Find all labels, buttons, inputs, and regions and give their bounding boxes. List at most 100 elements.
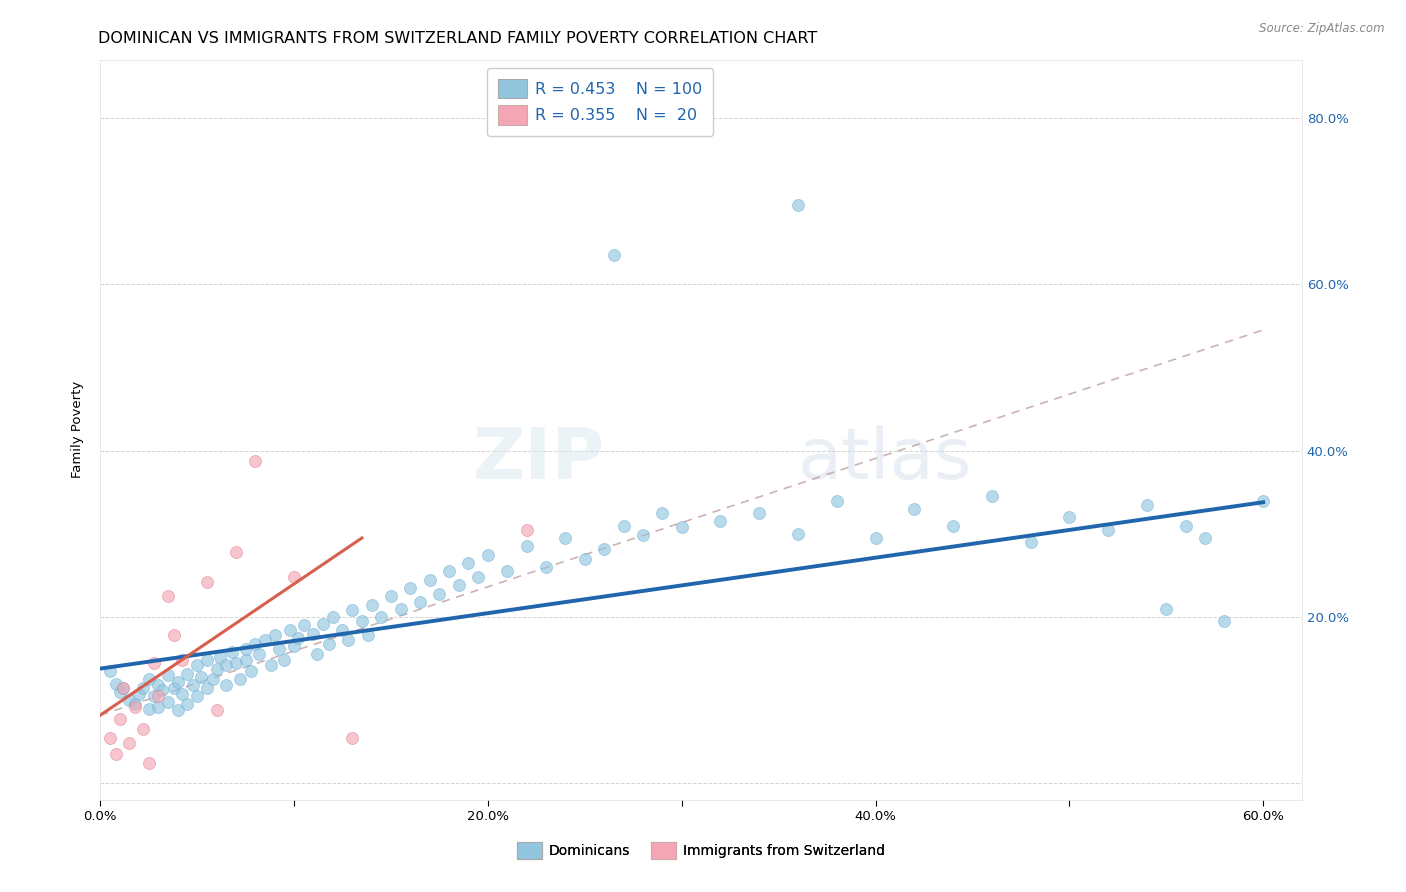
Point: [318, 637, 340, 651]
Point: [283, 570, 305, 584]
Point: [190, 670, 212, 684]
Point: [128, 687, 150, 701]
Point: [287, 631, 309, 645]
Point: [748, 506, 770, 520]
Point: [1019, 535, 1042, 549]
Point: [603, 248, 626, 262]
Point: [357, 628, 380, 642]
Point: [267, 641, 290, 656]
Point: [195, 681, 218, 695]
Point: [195, 653, 218, 667]
Point: [132, 681, 155, 695]
Point: [143, 689, 166, 703]
Point: [671, 520, 693, 534]
Point: [176, 666, 198, 681]
Point: [593, 541, 616, 556]
Point: [389, 601, 412, 615]
Point: [516, 539, 538, 553]
Point: [186, 689, 208, 703]
Point: [260, 658, 283, 673]
Point: [157, 668, 180, 682]
Point: [631, 528, 654, 542]
Point: [787, 526, 810, 541]
Point: [98, 731, 121, 745]
Point: [104, 676, 127, 690]
Point: [1156, 601, 1178, 615]
Point: [240, 664, 263, 678]
Point: [709, 514, 731, 528]
Point: [163, 681, 186, 695]
Point: [278, 623, 301, 637]
Point: [157, 589, 180, 603]
Point: [1213, 614, 1236, 628]
Point: [340, 731, 363, 745]
Point: [195, 575, 218, 590]
Point: [283, 639, 305, 653]
Point: [457, 556, 479, 570]
Point: [312, 616, 335, 631]
Point: [409, 595, 432, 609]
Point: [148, 699, 170, 714]
Point: [419, 573, 441, 587]
Point: [124, 699, 146, 714]
Point: [1097, 523, 1119, 537]
Point: [865, 531, 887, 545]
Point: [467, 570, 489, 584]
Point: [332, 623, 354, 637]
Point: [263, 628, 285, 642]
Point: [903, 501, 925, 516]
Point: [292, 618, 315, 632]
Point: [118, 693, 141, 707]
Point: [157, 695, 180, 709]
Point: [942, 518, 965, 533]
Point: [118, 737, 141, 751]
Point: [437, 564, 460, 578]
Point: [201, 673, 224, 687]
Point: [574, 551, 596, 566]
Point: [307, 648, 329, 662]
Point: [163, 628, 186, 642]
Point: [108, 685, 131, 699]
Point: [112, 681, 135, 695]
Point: [138, 756, 160, 770]
Point: [273, 653, 295, 667]
Point: [980, 489, 1002, 503]
Point: [132, 723, 155, 737]
Point: [245, 637, 267, 651]
Point: [554, 531, 576, 545]
Point: [170, 687, 193, 701]
Point: [447, 578, 470, 592]
Point: [209, 650, 232, 665]
Text: Source: ZipAtlas.com: Source: ZipAtlas.com: [1260, 22, 1385, 36]
Point: [1174, 518, 1197, 533]
Point: [247, 648, 270, 662]
Point: [496, 564, 519, 578]
Point: [225, 545, 247, 559]
Point: [612, 518, 634, 533]
Point: [1194, 531, 1216, 545]
Point: [337, 633, 360, 648]
Point: [1059, 510, 1081, 524]
Point: [380, 589, 402, 603]
Point: [825, 493, 848, 508]
Point: [1251, 493, 1274, 508]
Point: [399, 581, 422, 595]
Legend: Dominicans, Immigrants from Switzerland: Dominicans, Immigrants from Switzerland: [509, 833, 893, 867]
Y-axis label: Family Poverty: Family Poverty: [72, 381, 84, 478]
Point: [148, 678, 170, 692]
Point: [148, 689, 170, 703]
Point: [181, 678, 204, 692]
Point: [302, 626, 325, 640]
Point: [229, 673, 252, 687]
Point: [651, 506, 673, 520]
Point: [235, 653, 257, 667]
Text: DOMINICAN VS IMMIGRANTS FROM SWITZERLAND FAMILY POVERTY CORRELATION CHART: DOMINICAN VS IMMIGRANTS FROM SWITZERLAND…: [98, 31, 818, 46]
Point: [98, 664, 121, 678]
Point: [124, 698, 146, 712]
Text: atlas: atlas: [797, 425, 972, 494]
Point: [215, 658, 238, 673]
Point: [253, 633, 276, 648]
Point: [112, 681, 135, 695]
Point: [138, 701, 160, 715]
Point: [429, 587, 451, 601]
